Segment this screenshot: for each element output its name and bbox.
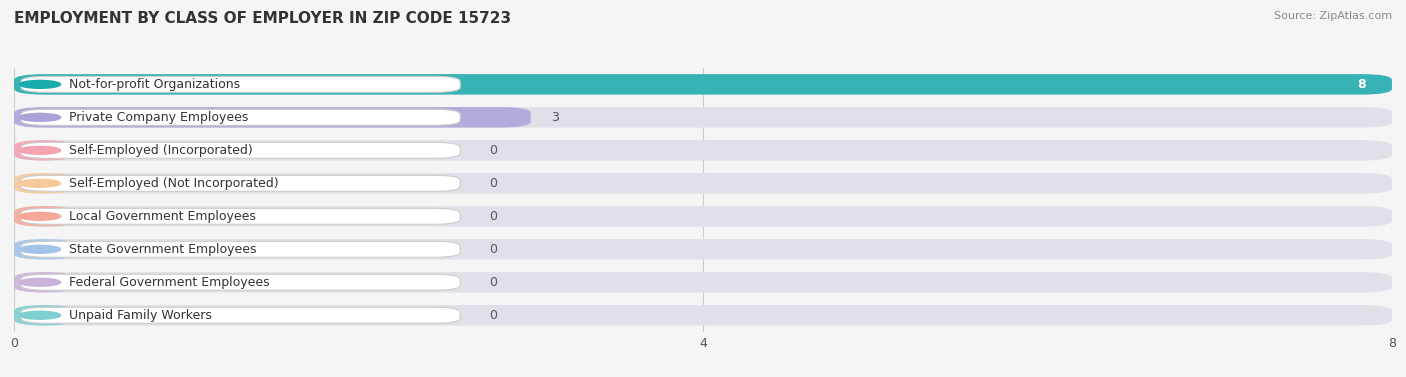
Text: 0: 0 bbox=[489, 210, 498, 223]
FancyBboxPatch shape bbox=[21, 143, 460, 158]
FancyBboxPatch shape bbox=[14, 206, 75, 227]
FancyBboxPatch shape bbox=[14, 305, 75, 325]
Text: Private Company Employees: Private Company Employees bbox=[69, 111, 249, 124]
Text: EMPLOYMENT BY CLASS OF EMPLOYER IN ZIP CODE 15723: EMPLOYMENT BY CLASS OF EMPLOYER IN ZIP C… bbox=[14, 11, 512, 26]
FancyBboxPatch shape bbox=[14, 140, 75, 161]
Text: 0: 0 bbox=[489, 144, 498, 157]
Circle shape bbox=[20, 113, 60, 121]
Circle shape bbox=[20, 212, 60, 220]
Text: 0: 0 bbox=[489, 177, 498, 190]
Text: 0: 0 bbox=[489, 243, 498, 256]
FancyBboxPatch shape bbox=[21, 307, 460, 323]
Text: Self-Employed (Incorporated): Self-Employed (Incorporated) bbox=[69, 144, 253, 157]
FancyBboxPatch shape bbox=[14, 272, 1392, 293]
FancyBboxPatch shape bbox=[21, 208, 460, 224]
FancyBboxPatch shape bbox=[14, 74, 1392, 95]
FancyBboxPatch shape bbox=[21, 241, 460, 257]
FancyBboxPatch shape bbox=[21, 175, 460, 191]
FancyBboxPatch shape bbox=[14, 173, 1392, 193]
Text: Federal Government Employees: Federal Government Employees bbox=[69, 276, 270, 289]
FancyBboxPatch shape bbox=[14, 305, 1392, 325]
FancyBboxPatch shape bbox=[14, 74, 1392, 95]
Text: Source: ZipAtlas.com: Source: ZipAtlas.com bbox=[1274, 11, 1392, 21]
FancyBboxPatch shape bbox=[14, 239, 1392, 259]
Text: Self-Employed (Not Incorporated): Self-Employed (Not Incorporated) bbox=[69, 177, 278, 190]
Circle shape bbox=[20, 179, 60, 187]
FancyBboxPatch shape bbox=[14, 107, 1392, 127]
Text: Not-for-profit Organizations: Not-for-profit Organizations bbox=[69, 78, 240, 91]
Text: 0: 0 bbox=[489, 276, 498, 289]
FancyBboxPatch shape bbox=[14, 272, 75, 293]
FancyBboxPatch shape bbox=[21, 77, 460, 92]
FancyBboxPatch shape bbox=[14, 173, 75, 193]
Circle shape bbox=[20, 80, 60, 88]
Circle shape bbox=[20, 146, 60, 154]
Text: 0: 0 bbox=[489, 309, 498, 322]
FancyBboxPatch shape bbox=[14, 107, 531, 127]
FancyBboxPatch shape bbox=[14, 239, 75, 259]
FancyBboxPatch shape bbox=[21, 109, 460, 125]
Text: Unpaid Family Workers: Unpaid Family Workers bbox=[69, 309, 212, 322]
FancyBboxPatch shape bbox=[21, 274, 460, 290]
Circle shape bbox=[20, 245, 60, 253]
Circle shape bbox=[20, 278, 60, 286]
Text: State Government Employees: State Government Employees bbox=[69, 243, 257, 256]
FancyBboxPatch shape bbox=[14, 140, 1392, 161]
Text: 3: 3 bbox=[551, 111, 560, 124]
Circle shape bbox=[20, 311, 60, 319]
FancyBboxPatch shape bbox=[14, 206, 1392, 227]
Text: Local Government Employees: Local Government Employees bbox=[69, 210, 256, 223]
Text: 8: 8 bbox=[1357, 78, 1367, 91]
